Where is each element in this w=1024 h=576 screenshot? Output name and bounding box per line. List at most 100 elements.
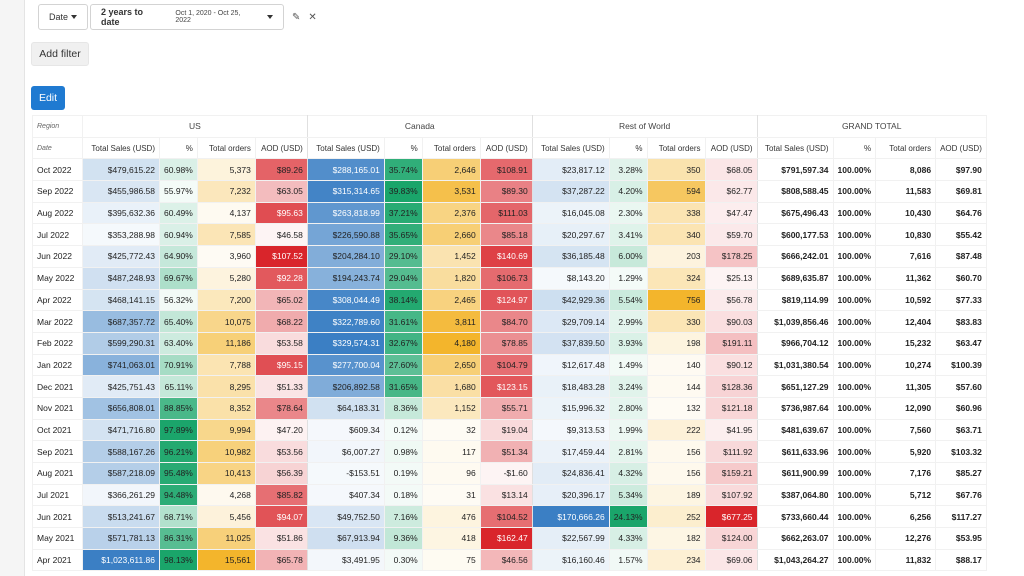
cell-ca-1: 37.21% xyxy=(383,201,423,225)
cell-grand-total-2: 7,560 xyxy=(875,418,937,442)
cell-rw-2: 189 xyxy=(646,483,706,507)
edit-button[interactable]: Edit xyxy=(31,86,65,110)
cell-ca-0: $64,183.31 xyxy=(306,396,385,420)
row-date-label: Apr 2022 xyxy=(32,288,83,312)
column-header-grand-total-3: AOD (USD) xyxy=(935,136,987,160)
cell-rw-2: 330 xyxy=(646,310,706,333)
cell-ca-3: -$1.60 xyxy=(479,462,533,485)
cell-us-2: 7,200 xyxy=(196,288,256,312)
cell-rw-2: 234 xyxy=(646,548,706,572)
cell-rw-2: 140 xyxy=(646,353,706,377)
cell-rw-3: $69.06 xyxy=(704,548,758,572)
cell-grand-total-3: $53.95 xyxy=(935,527,987,550)
column-header-us-3: AOD (USD) xyxy=(254,136,308,160)
cell-rw-1: 24.13% xyxy=(608,505,648,529)
cell-ca-0: $49,752.50 xyxy=(306,505,385,529)
table-row: Jul 2022 $353,288.98 60.94% 7,585 $46.58 $226… xyxy=(32,223,987,247)
cell-us-0: $687,357.72 xyxy=(82,310,160,333)
cell-rw-0: $20,396.17 xyxy=(531,483,610,507)
cell-grand-total-3: $63.47 xyxy=(935,331,987,355)
cell-grand-total-0: $966,704.12 xyxy=(756,331,834,355)
cell-grand-total-0: $600,177.53 xyxy=(756,223,834,247)
cell-ca-3: $51.34 xyxy=(479,440,533,463)
cell-ca-1: 29.10% xyxy=(383,245,423,268)
cell-rw-1: 3.28% xyxy=(608,158,648,182)
cell-grand-total-2: 6,256 xyxy=(875,505,937,529)
cell-us-1: 96.21% xyxy=(159,440,198,463)
table-row: Jan 2022 $741,063.01 70.91% 7,788 $95.15 $277… xyxy=(32,353,987,377)
cell-rw-0: $20,297.67 xyxy=(531,223,610,247)
cell-grand-total-1: 100.00% xyxy=(832,548,877,572)
cell-ca-3: $46.56 xyxy=(479,548,533,572)
column-header-grand-total-2: Total orders xyxy=(875,136,937,160)
table-row: Oct 2022 $479,615.22 60.98% 5,373 $89.26 $288… xyxy=(32,158,987,182)
cell-us-1: 60.94% xyxy=(159,223,198,247)
cell-grand-total-2: 7,616 xyxy=(875,245,937,268)
cell-rw-1: 1.99% xyxy=(608,418,648,442)
chevron-down-icon xyxy=(71,15,78,19)
row-date-label: Apr 2021 xyxy=(32,548,83,572)
cell-ca-1: 29.04% xyxy=(383,266,423,290)
column-header-row: Date Total Sales (USD)% Total orders AOD (… xyxy=(32,136,987,160)
cell-ca-3: $123.15 xyxy=(479,375,533,398)
cell-ca-2: 31 xyxy=(421,483,481,507)
add-filter-button[interactable]: Add filter xyxy=(31,42,89,66)
table-row: Apr 2021 $1,023,611.86 98.13% 15,561 $65.78 $… xyxy=(32,548,987,572)
cell-rw-3: $68.05 xyxy=(704,158,758,182)
cell-us-2: 7,585 xyxy=(196,223,256,247)
cell-ca-0: $407.34 xyxy=(306,483,385,507)
cell-us-3: $89.26 xyxy=(254,158,308,182)
cell-ca-3: $104.79 xyxy=(479,353,533,377)
row-date-label: Oct 2022 xyxy=(32,158,83,182)
sales-report-table: Region US Canada Rest of World GRAND TOT… xyxy=(32,115,987,572)
cell-rw-2: 198 xyxy=(646,331,706,355)
row-date-label: Jun 2022 xyxy=(32,245,83,268)
cell-grand-total-0: $736,987.64 xyxy=(756,396,834,420)
row-date-label: Jun 2021 xyxy=(32,505,83,529)
cell-rw-3: $178.25 xyxy=(704,245,758,268)
row-date-label: Mar 2022 xyxy=(32,310,83,333)
cell-rw-2: 350 xyxy=(646,158,706,182)
cell-ca-3: $104.52 xyxy=(479,505,533,529)
column-dimension-label: Date xyxy=(32,136,83,160)
date-range-dropdown[interactable]: 2 years to date Oct 1, 2020 - Oct 25, 20… xyxy=(90,4,284,30)
cell-us-0: $487,248.93 xyxy=(82,266,160,290)
cell-grand-total-3: $77.33 xyxy=(935,288,987,312)
cell-rw-1: 2.81% xyxy=(608,440,648,463)
cell-us-0: $425,751.43 xyxy=(82,375,160,398)
cell-ca-3: $106.73 xyxy=(479,266,533,290)
cell-ca-2: 1,152 xyxy=(421,396,481,420)
date-dimension-dropdown[interactable]: Date xyxy=(38,4,88,30)
cell-grand-total-0: $819,114.99 xyxy=(756,288,834,312)
cell-ca-0: $206,892.58 xyxy=(306,375,385,398)
cell-us-3: $68.22 xyxy=(254,310,308,333)
close-icon[interactable]: ✕ xyxy=(308,11,317,23)
cell-ca-1: 35.65% xyxy=(383,223,423,247)
cell-ca-0: $308,044.49 xyxy=(306,288,385,312)
pencil-icon[interactable]: ✎ xyxy=(292,11,301,23)
cell-grand-total-2: 10,592 xyxy=(875,288,937,312)
cell-grand-total-2: 8,086 xyxy=(875,158,937,182)
cell-ca-3: $108.91 xyxy=(479,158,533,182)
group-header-row: Region US Canada Rest of World GRAND TOT… xyxy=(32,115,987,138)
cell-ca-0: $329,574.31 xyxy=(306,331,385,355)
cell-grand-total-1: 100.00% xyxy=(832,527,877,550)
cell-us-2: 7,788 xyxy=(196,353,256,377)
cell-rw-0: $170,666.26 xyxy=(531,505,610,529)
cell-rw-0: $37,287.22 xyxy=(531,180,610,203)
cell-us-2: 8,295 xyxy=(196,375,256,398)
group-header-us: US xyxy=(82,115,308,138)
cell-rw-2: 156 xyxy=(646,440,706,463)
cell-grand-total-0: $611,900.99 xyxy=(756,462,834,485)
row-date-label: Sep 2021 xyxy=(32,440,83,463)
cell-grand-total-1: 100.00% xyxy=(832,396,877,420)
cell-rw-0: $37,839.50 xyxy=(531,331,610,355)
cell-rw-0: $24,836.41 xyxy=(531,462,610,485)
column-header-us-2: Total orders xyxy=(196,136,256,160)
cell-rw-3: $124.00 xyxy=(704,527,758,550)
cell-us-0: $479,615.22 xyxy=(82,158,160,182)
cell-us-3: $95.63 xyxy=(254,201,308,225)
cell-grand-total-2: 11,305 xyxy=(875,375,937,398)
cell-ca-2: 2,646 xyxy=(421,158,481,182)
column-header-grand-total-0: Total Sales (USD) xyxy=(756,136,834,160)
